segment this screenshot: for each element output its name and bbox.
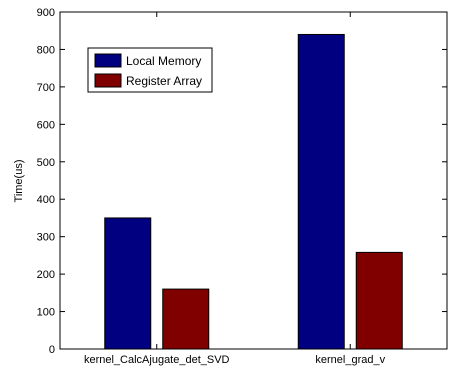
y-tick-label: 100 <box>37 307 55 319</box>
legend-label-local-memory: Local Memory <box>126 54 201 68</box>
bar-register-array <box>355 251 403 350</box>
x-tick-label: kernel_grad_v <box>315 354 385 366</box>
bars <box>104 33 403 350</box>
y-tick-label: 900 <box>37 7 55 19</box>
y-tick-label: 600 <box>37 119 55 131</box>
x-axis: kernel_CalcAjugate_det_SVD kernel_grad_v <box>84 12 386 366</box>
bar-register-array <box>162 288 210 350</box>
y-tick-label: 300 <box>37 232 55 244</box>
bar-local-memory <box>297 33 345 350</box>
legend-swatch-local-memory <box>94 53 122 68</box>
legend-label-register-array: Register Array <box>126 74 202 88</box>
x-tick-label: kernel_CalcAjugate_det_SVD <box>84 354 230 366</box>
y-axis-label: Time(us) <box>13 160 25 203</box>
y-tick-label: 700 <box>37 82 55 94</box>
y-tick-label: 200 <box>37 269 55 281</box>
bar-local-memory <box>104 217 152 350</box>
y-tick-label: 400 <box>37 194 55 206</box>
y-axis: 0 100 200 300 400 500 600 700 800 900 <box>37 7 447 356</box>
y-tick-label: 800 <box>37 44 55 56</box>
legend: Local Memory Register Array <box>87 47 213 93</box>
legend-swatch-register-array <box>94 73 122 88</box>
y-tick-label: 0 <box>49 344 55 356</box>
y-tick-label: 500 <box>37 157 55 169</box>
